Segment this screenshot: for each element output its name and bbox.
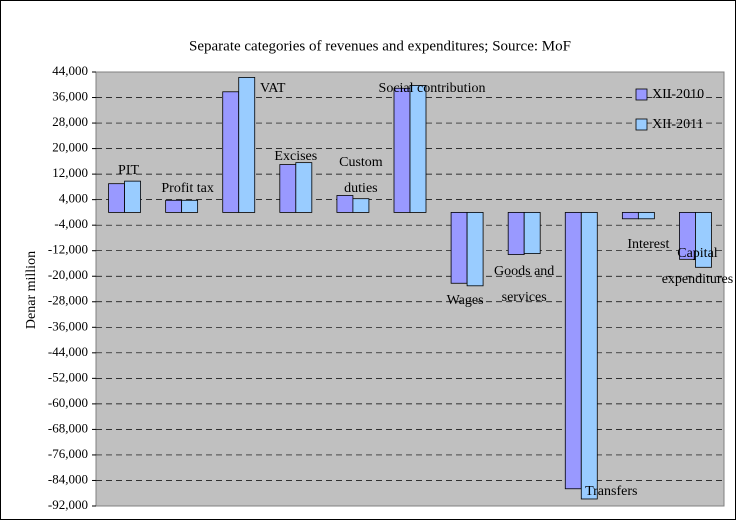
category-label: Interest [627, 237, 670, 252]
y-tick-label: -36,000 [48, 318, 88, 333]
category-label: Social contribution [378, 81, 486, 96]
category-label-box: PIT [118, 163, 140, 178]
y-tick-label: 4,000 [59, 191, 88, 206]
bar [181, 199, 199, 213]
legend-swatch [635, 118, 648, 131]
y-tick-label: -84,000 [48, 471, 88, 486]
y-tick-label: 44,000 [52, 63, 88, 78]
y-tick-label: -68,000 [48, 420, 88, 435]
category-label: Capital expenditures [661, 246, 734, 287]
y-axis-title: Denar million [24, 251, 39, 329]
bar [695, 212, 712, 268]
y-tick-label: -12,000 [48, 242, 88, 257]
bar [507, 212, 525, 255]
category-label-box: Social contribution [378, 81, 486, 96]
y-tick-label: 36,000 [52, 89, 88, 104]
category-label: Profit tax [161, 181, 214, 196]
bar [409, 85, 427, 213]
category-label-box: Transfers [585, 484, 638, 499]
legend-label: XII-2010 [652, 87, 704, 102]
y-tick-label: -76,000 [48, 446, 88, 461]
bar [637, 212, 655, 220]
category-label: Wages [446, 293, 484, 308]
legend-swatch [635, 88, 648, 101]
category-label: Custom duties [339, 155, 383, 196]
legend-label: XII-2011 [652, 117, 704, 132]
category-label: PIT [118, 163, 140, 178]
bar [238, 77, 256, 213]
y-tick-label: -44,000 [48, 344, 88, 359]
y-tick-label: -28,000 [48, 293, 88, 308]
bar [564, 212, 582, 490]
category-label: VAT [260, 81, 286, 96]
category-label-box: VAT [260, 81, 286, 96]
bar [450, 212, 468, 284]
y-tick-label: -60,000 [48, 395, 88, 410]
bar [523, 212, 541, 254]
y-tick-label: 20,000 [52, 140, 88, 155]
bar [580, 212, 598, 500]
category-label-box: Custom duties [339, 155, 383, 196]
bar [222, 91, 240, 213]
category-label: Excises [274, 149, 318, 164]
category-label-box: Interest [627, 237, 670, 252]
y-tick-label: -92,000 [48, 497, 88, 512]
category-label: Goods and services [494, 264, 555, 305]
y-tick-label: 28,000 [52, 114, 88, 129]
bar [466, 212, 484, 287]
bar [124, 180, 141, 213]
category-label: Transfers [585, 484, 638, 499]
bar [352, 198, 370, 213]
category-label-box: Excises [274, 149, 318, 164]
y-tick-label: -4,000 [54, 216, 88, 231]
bar [295, 162, 313, 213]
y-tick-label: 12,000 [52, 165, 88, 180]
category-label-box: Profit tax [161, 181, 214, 196]
category-label-box: Wages [446, 293, 484, 308]
category-label-box: Goods and services [494, 264, 555, 305]
y-tick-label: -20,000 [48, 267, 88, 282]
bar [621, 212, 639, 220]
chart-title: Separate categories of revenues and expe… [189, 38, 571, 54]
y-tick-label: -52,000 [48, 369, 88, 384]
category-label-box: Capital expenditures [661, 246, 734, 287]
